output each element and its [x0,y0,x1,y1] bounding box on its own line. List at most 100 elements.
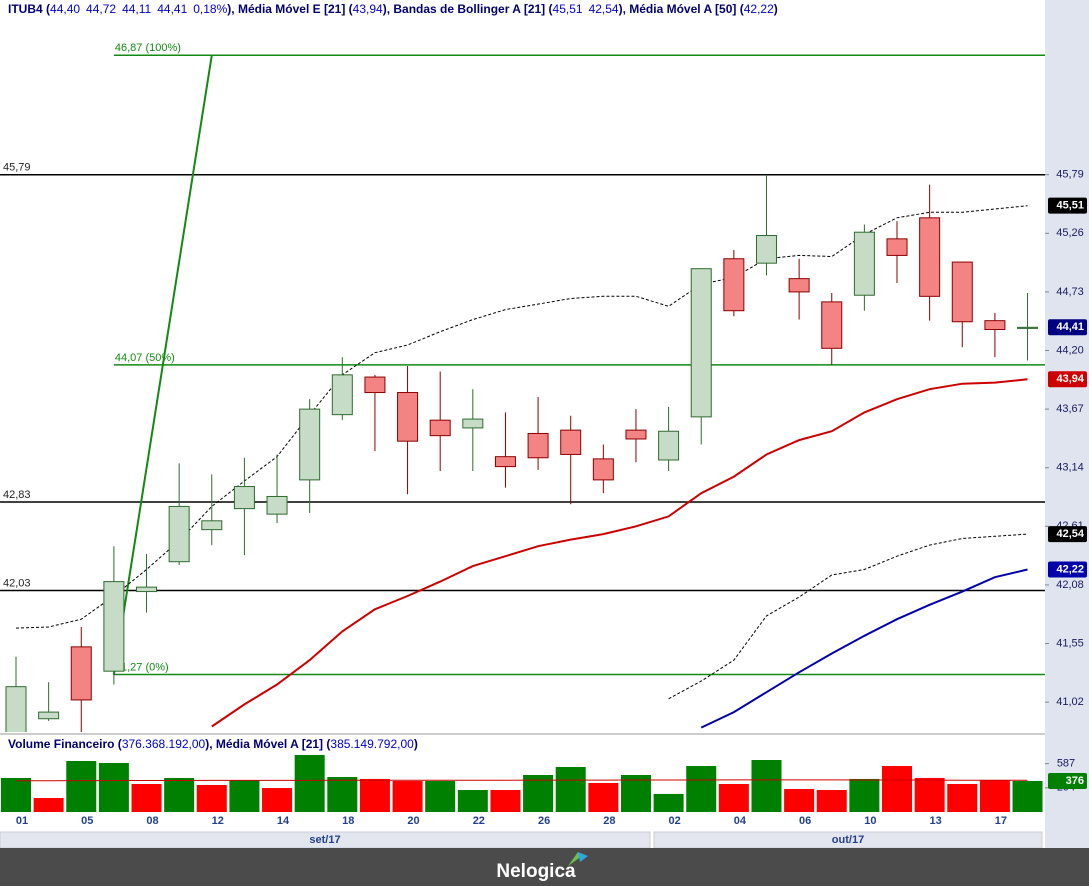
volume-bar [620,775,651,812]
volume-bar [262,788,293,812]
volume-bar [588,782,619,812]
last-price-label-box [1048,319,1087,336]
candle-body [168,505,190,563]
price-plot: 45,79 42,83 42,03 46,87 (100%) 44,07 (50%) 41… [0,42,1045,732]
candle-body [625,429,647,440]
ema-name: Média Móvel E [21] [238,2,345,16]
candle-body [266,495,288,515]
volume-bar [555,767,586,812]
volume-bar [1012,780,1043,812]
candle-body [560,429,582,455]
indicator-value-label: 45,51 [1056,200,1084,212]
candle-body [397,392,419,442]
x-tick-label: 22 [473,815,485,827]
horizontal-line-label: 45,79 [3,162,31,174]
indicator-value-label-box [1048,561,1087,578]
volume-bar [979,780,1010,812]
volume-ma-line [16,779,1028,782]
volume-bar [653,793,684,812]
bollinger-lower-value: 42,54 [589,2,619,16]
candle-body [919,217,941,297]
y-tick-label: 41,55 [1056,637,1084,649]
candle-body [592,458,614,481]
y-tick-label: 42,08 [1056,579,1084,591]
volume-bar [947,783,978,812]
candle-body [690,268,712,418]
volume-bar [490,789,521,812]
price-axis-panel [1045,0,1089,848]
volume-bar [66,760,97,812]
volume-value: 376.368.192,00 [122,737,206,751]
y-tick-label: 43,67 [1056,403,1084,415]
volume-bar [196,784,227,812]
volume-bar [784,789,815,812]
candle-body [201,520,223,531]
volume-bar [523,775,554,812]
fibonacci-label: 41,27 (0%) [115,661,169,673]
y-tick-label: 44,20 [1056,344,1084,356]
indicator-line [700,568,1028,729]
candle-body [494,456,516,468]
axes: 41,0241,5542,0842,6143,1443,6744,2044,73… [16,169,1087,827]
volume-bar [457,789,488,812]
volume-bar [229,780,260,812]
indicator-value-label-box [1048,526,1087,543]
volume-bar [425,781,456,812]
volume-value-label-box [1048,772,1087,789]
volume-name: Volume Financeiro [8,737,114,751]
y-tick-label: 41,02 [1056,696,1084,708]
logo [578,852,588,862]
candle-body [70,646,92,701]
bollinger-name: Bandas de Bollinger A [21] [393,2,545,16]
volume-plot [1,754,1043,812]
quote-change: 0,18% [193,2,227,16]
volume-bar [914,777,945,812]
candle-body [103,581,125,672]
y-tick-label: 44,73 [1056,286,1084,298]
fibonacci-trend [112,55,213,675]
candle-body [38,711,60,720]
indicator-value-label-box [1048,371,1087,388]
month-label: out/17 [832,834,864,846]
candle-body [462,418,484,429]
candle-body [5,686,27,732]
x-tick-label: 12 [212,815,224,827]
x-tick-label: 01 [16,815,28,827]
candle-body [723,258,745,312]
candle-body [821,301,843,349]
volume-bar [849,778,880,812]
volume-y-tick-label: 587 [1057,758,1075,770]
candle-body [886,238,908,256]
volume-bar [751,760,782,812]
y-tick-label: 45,79 [1056,169,1084,181]
volume-value-label: 376 [1066,775,1084,787]
volume-bar [816,789,847,812]
volume-ma-value: 385.149.792,00 [330,737,414,751]
x-tick-label: 13 [930,815,942,827]
candle-body [299,408,321,481]
indicator-value-label: 42,54 [1056,528,1084,540]
volume-header: Volume Financeiro (376.368.192,00), Médi… [8,737,418,751]
candle-body [755,235,777,264]
bollinger-upper-value: 45,51 [553,2,583,16]
logo [568,852,582,866]
volume-bar [882,766,913,812]
y-tick-label: 45,26 [1056,227,1084,239]
price-header: ITUB4 (44,40 44,72 44,11 44,41 0,18%), Média… [8,2,778,16]
candle-body [331,374,353,416]
x-tick-label: 17 [995,815,1007,827]
candle-body [364,376,386,394]
candle-body [527,432,549,459]
candle-body [136,586,158,593]
x-tick-label: 04 [734,815,747,827]
y-tick-label: 43,14 [1056,462,1084,474]
candle-body [788,278,810,293]
volume-bar [98,762,129,812]
horizontal-line-label: 42,03 [3,577,31,589]
volume-bar [1,777,31,812]
x-tick-label: 18 [342,815,354,827]
volume-bar [327,776,358,812]
volume-bar [131,783,162,812]
last-price-label: 44,41 [1056,321,1084,333]
